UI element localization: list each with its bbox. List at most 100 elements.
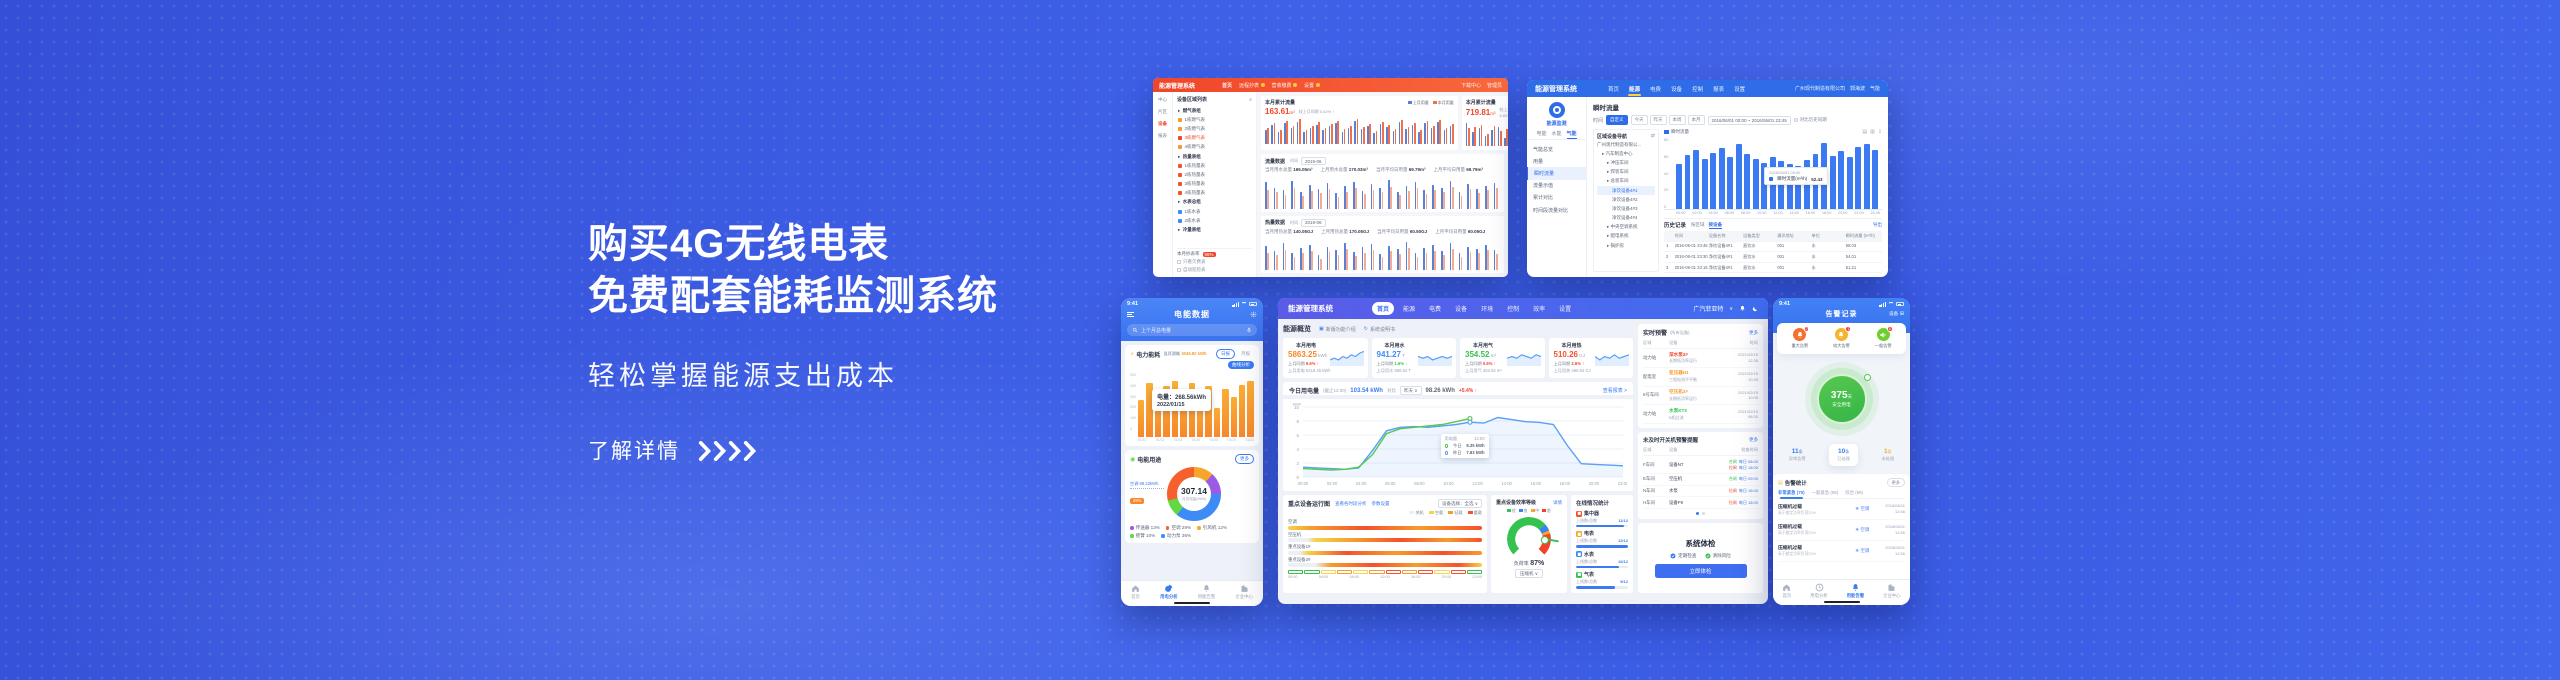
tree-item[interactable]: ▸ 燃气表组 (1178, 107, 1201, 113)
param-settings-link[interactable]: 参数设置 (1371, 500, 1390, 506)
alarm-category[interactable]: 2 重大告警 (1791, 326, 1810, 349)
nav-item[interactable]: 远程抄表 (1239, 82, 1265, 89)
curve-analysis-button[interactable]: 曲线分析 (1228, 361, 1254, 369)
urgency-tab[interactable]: 非常紧急 (70) (1778, 490, 1805, 499)
tab-build[interactable]: 企业中心 (1235, 584, 1253, 600)
checkup-now-button[interactable]: 立即体检 (1654, 563, 1747, 578)
collapse-icon[interactable]: ⇄ (1650, 133, 1655, 139)
more-link[interactable]: 更多 (1749, 329, 1758, 335)
nav-item[interactable]: 设置 (1304, 82, 1320, 89)
chart-type-icons[interactable]: ▤ ▥ ⇩ (1862, 129, 1882, 135)
monthly-report-pill[interactable]: 月报 (1241, 351, 1250, 356)
alarm-list-item[interactable]: 压缩机过载 高于额定功率负荷20% ❄ 空调 2018/08/11 12:56 (1778, 541, 1905, 562)
nav-item[interactable]: 报表 (1713, 86, 1725, 93)
alert-row[interactable]: 配电室 变压器H1 三相电流不平衡 2021/02/15 10:39 (1643, 368, 1758, 387)
device-tree-item[interactable]: 净饮设备4#3 (1612, 205, 1638, 211)
tree-item[interactable]: 1栋热量表 (1177, 161, 1252, 170)
sidebar-menu-item[interactable]: 气能总览 (1533, 146, 1554, 153)
alarm-category[interactable]: 6 一般告警 (1875, 326, 1893, 349)
alert-row[interactable]: 动力站 深水泵3# 长期低功率运行 2021/02/15 12:35 (1643, 349, 1758, 368)
tree-item[interactable]: 2栋水表 (1177, 216, 1252, 225)
date-range-input[interactable]: 2016/06/01 00:00 ~ 2016/06/01 23:45 (1707, 115, 1791, 125)
table-row[interactable]: 3 2016-06-01 23:15 净饮设备4#1 直饮水 001 水 51.21 (1664, 263, 1882, 274)
user-name[interactable]: 郭海波 (1849, 86, 1865, 92)
more-button[interactable]: 更多 (1886, 478, 1905, 488)
bell-icon[interactable] (1739, 305, 1746, 312)
nav-item[interactable]: 设备 (1455, 307, 1468, 313)
energy-tab[interactable]: 气能 (1566, 131, 1577, 139)
view-report-link[interactable]: 查看报表 > (1602, 388, 1627, 394)
alarm-list-item[interactable]: 压缩机过载 高于额定功率负荷20% ❄ 空调 2018/08/11 12:56 (1778, 499, 1905, 520)
device-tree-item[interactable]: ▸ 汽车制造中心 (1602, 150, 1633, 156)
nav-item[interactable]: 电费 (1429, 307, 1442, 313)
tree-item[interactable]: 2栋燃气表 (1177, 124, 1252, 133)
tree-item[interactable]: ▸ 冷量表组 (1178, 227, 1201, 233)
daily-report-pill[interactable]: 日报 (1216, 349, 1235, 359)
switch-alert-row[interactable]: F车间 设备N7 合闸 每日 08:00 拉闸 每日 18:00 (1643, 456, 1758, 474)
nav-item[interactable]: 设备 (1671, 86, 1683, 93)
period-analysis-link[interactable]: 查看各时段分析 (1335, 500, 1367, 506)
device-tree-item[interactable]: 净饮设备4#2 (1612, 196, 1638, 202)
tab-pie[interactable]: 用电分析 (1160, 584, 1178, 600)
nav-item[interactable]: 首页 (1608, 86, 1620, 93)
feature-intro-link[interactable]: ▣ 新版功能介绍 (1319, 326, 1356, 333)
tree-item[interactable]: 1栋水表 (1177, 207, 1252, 216)
filter-checkbox[interactable]: 只看欠费表 (1177, 259, 1252, 265)
device-tree-item[interactable]: ▸ 冲压车间 (1607, 159, 1629, 165)
nav-item[interactable]: 营收缴费 (1272, 82, 1298, 89)
nav-item[interactable]: 能源 (1628, 81, 1642, 97)
urgency-tab[interactable]: 综合 (99) (1845, 490, 1863, 496)
sidebar-menu-item[interactable]: 用量 (1533, 158, 1544, 165)
more-button[interactable]: 更多 (1235, 454, 1254, 464)
alarm-category[interactable]: 1 较大告警 (1833, 326, 1851, 349)
tree-item[interactable]: ▸ 水表总组 (1178, 199, 1201, 205)
history-tab[interactable]: 按区域 (1691, 222, 1705, 227)
nav-item[interactable]: 控制 (1507, 307, 1520, 313)
device-tree-item[interactable]: ▸ 总装车间 (1607, 178, 1629, 184)
urgency-tab[interactable]: 一般紧急 (59) (1811, 490, 1839, 496)
export-link[interactable]: 导出 (1873, 222, 1882, 227)
mic-icon[interactable] (1246, 327, 1252, 333)
search-bar[interactable]: 上个月总电量 (1127, 324, 1257, 336)
sidebar-menu-item[interactable]: 时间段流量对比 (1533, 207, 1569, 214)
table-row[interactable]: 1 2016-06-01 23:45 净饮设备4#1 直饮水 001 水 58.03 (1664, 242, 1882, 253)
device-tree-item[interactable]: ▸ 配电系统 (1607, 233, 1629, 239)
sidebar-menu-item[interactable]: 累计对比 (1533, 195, 1554, 202)
sidebar-menu-item[interactable]: 流量示值 (1533, 183, 1554, 190)
pagination-dots[interactable] (1643, 512, 1758, 516)
tab-build[interactable]: 企业中心 (1883, 583, 1901, 599)
theme-icon[interactable] (1752, 306, 1758, 312)
nav-item[interactable]: 电费 (1650, 86, 1662, 93)
alarm-list-item[interactable]: 压缩机过载 高于额定功率负荷20% ❄ 空调 2018/08/11 12:56 (1778, 520, 1905, 541)
details-link[interactable]: 详情 (1553, 499, 1562, 505)
rail-item[interactable]: 中心 (1158, 97, 1167, 102)
bell-icon[interactable] (1739, 305, 1746, 312)
switch-alert-row[interactable]: E车间 空压机 合闸 每日 09:00 (1643, 474, 1758, 486)
tab-bell[interactable]: 用能告警 (1847, 583, 1864, 599)
manual-link[interactable]: ↻ 系统说明书 (1363, 326, 1395, 333)
device-tree-item[interactable]: ▸ 中央空调系统 (1607, 224, 1638, 230)
company-selector[interactable]: 广汽菲亚特 (1693, 307, 1724, 313)
device-tree-item[interactable]: 净饮设备4#4 (1612, 215, 1638, 221)
tree-item[interactable]: 4栋热量表 (1177, 189, 1252, 198)
device-tree-item[interactable]: 净饮设备4#1 (1597, 185, 1655, 196)
device-link[interactable]: 设备 ⊞ (1889, 311, 1904, 317)
quick-range-button[interactable]: 本周 (1668, 115, 1686, 125)
tree-item[interactable]: ▸ 热量表组 (1178, 153, 1201, 159)
sidebar-menu-item[interactable]: 瞬时流量 (1527, 167, 1586, 180)
rail-item[interactable]: 报表 (1158, 133, 1167, 138)
alert-row[interactable]: 动力站 水泵KT3 B相过流 2021/02/15 08:30 (1643, 405, 1758, 425)
nav-item[interactable]: 环境 (1481, 307, 1494, 313)
device-tree-item[interactable]: 广州现代制造有限公... (1597, 141, 1642, 147)
date-picker[interactable]: 2019-06 (1301, 157, 1326, 165)
date-picker[interactable]: 2019-06 (1301, 218, 1326, 227)
rail-item[interactable]: 片区 (1158, 109, 1167, 114)
filter-checkbox[interactable]: 自动巡检表 (1177, 267, 1252, 273)
tab-clock[interactable]: 用电分析 (1810, 583, 1828, 599)
table-row[interactable]: 2 2016-06-01 23:30 净饮设备4#1 直饮水 001 水 54.01 (1664, 252, 1882, 263)
mode-label[interactable]: 气能 (1869, 86, 1880, 92)
tree-item[interactable]: 3栋燃气表 (1177, 134, 1252, 143)
mic-icon[interactable] (1246, 327, 1252, 333)
switch-alert-row[interactable]: N车间 水泵 拉闸 每日 15:00 (1643, 486, 1758, 498)
custom-range-button[interactable]: 自定义 (1606, 115, 1628, 125)
